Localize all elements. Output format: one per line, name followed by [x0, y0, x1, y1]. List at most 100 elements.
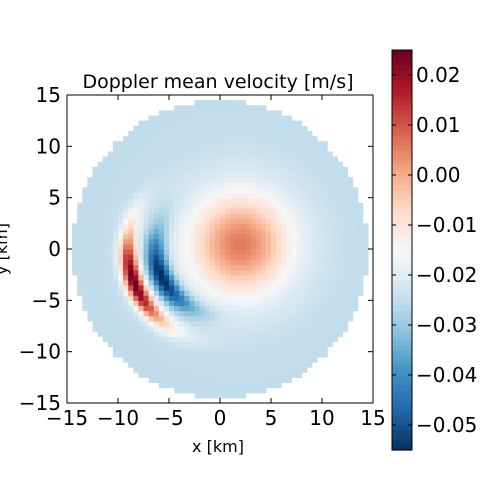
- heatmap-cell: [209, 228, 216, 235]
- heatmap-cell: [291, 156, 298, 163]
- colorbar-segment: [392, 435, 412, 441]
- heatmap-cell: [97, 207, 104, 214]
- heatmap-cell: [158, 141, 165, 147]
- heatmap-cell: [77, 207, 83, 214]
- heatmap-cell: [143, 279, 150, 286]
- heatmap-cell: [169, 223, 175, 230]
- heatmap-cell: [230, 326, 236, 332]
- heatmap-cell: [143, 356, 150, 363]
- heatmap-cell: [240, 156, 247, 163]
- heatmap-cell: [276, 269, 282, 276]
- colorbar-segment: [392, 440, 412, 446]
- heatmap-cell: [82, 305, 88, 312]
- heatmap-cell: [194, 146, 201, 153]
- heatmap-cell: [174, 187, 180, 194]
- heatmap-cell: [271, 141, 277, 147]
- heatmap-cell: [337, 259, 343, 265]
- heatmap-cell: [220, 254, 226, 260]
- heatmap-cell: [225, 115, 231, 122]
- heatmap-cell: [250, 387, 257, 394]
- heatmap-cell: [163, 295, 170, 301]
- heatmap-cell: [240, 243, 247, 250]
- heatmap-cell: [194, 336, 201, 342]
- heatmap-cell: [138, 218, 145, 224]
- heatmap-cell: [296, 187, 303, 194]
- heatmap-cell: [276, 223, 282, 230]
- heatmap-cell: [271, 300, 277, 307]
- heatmap-cell: [220, 341, 226, 348]
- heatmap-cell: [123, 156, 129, 163]
- heatmap-cell: [214, 238, 221, 245]
- heatmap-cell: [291, 197, 298, 204]
- heatmap-cell: [204, 182, 211, 188]
- heatmap-cell: [332, 161, 338, 168]
- heatmap-cell: [184, 367, 190, 373]
- heatmap-cell: [240, 172, 247, 178]
- heatmap-cell: [148, 213, 155, 219]
- heatmap-cell: [209, 295, 216, 301]
- heatmap-cell: [265, 120, 272, 127]
- heatmap-cell: [199, 269, 206, 276]
- heatmap-cell: [245, 346, 252, 353]
- heatmap-cell: [184, 187, 190, 194]
- heatmap-cell: [347, 249, 354, 255]
- heatmap-cell: [158, 218, 165, 224]
- heatmap-cell: [102, 315, 109, 322]
- heatmap-cell: [225, 259, 231, 265]
- heatmap-cell: [174, 315, 180, 322]
- heatmap-cell: [163, 115, 170, 122]
- heatmap-cell: [255, 377, 262, 384]
- heatmap-cell: [230, 187, 236, 194]
- heatmap-cell: [286, 254, 292, 260]
- heatmap-cell: [311, 346, 318, 353]
- heatmap-cell: [255, 207, 262, 214]
- heatmap-cell: [276, 192, 282, 199]
- heatmap-cell: [133, 361, 139, 368]
- heatmap-cell: [235, 284, 241, 291]
- heatmap-cell: [255, 136, 262, 142]
- heatmap-cell: [240, 387, 247, 394]
- heatmap-cell: [133, 151, 139, 158]
- heatmap-cell: [225, 284, 231, 291]
- heatmap-cell: [148, 223, 155, 230]
- heatmap-cell: [352, 223, 359, 230]
- heatmap-cell: [245, 177, 252, 183]
- colorbar-segment: [392, 420, 412, 426]
- heatmap-cell: [158, 202, 165, 209]
- heatmap-cell: [133, 202, 139, 209]
- heatmap-cell: [311, 305, 318, 312]
- heatmap-cell: [153, 207, 160, 214]
- heatmap-cell: [245, 382, 252, 389]
- heatmap-cell: [311, 279, 318, 286]
- heatmap-cell: [133, 136, 139, 142]
- heatmap-cell: [97, 172, 104, 178]
- heatmap-cell: [265, 110, 272, 117]
- heatmap-cell: [153, 141, 160, 147]
- colorbar-segment: [392, 90, 412, 96]
- heatmap-cell: [311, 269, 318, 276]
- heatmap-cell: [220, 182, 226, 188]
- heatmap-cell: [220, 213, 226, 219]
- heatmap-cell: [301, 125, 308, 132]
- heatmap-cell: [286, 202, 292, 209]
- heatmap-cell: [214, 279, 221, 286]
- heatmap-cell: [296, 151, 303, 158]
- heatmap-cell: [240, 310, 247, 317]
- heatmap-cell: [209, 269, 216, 276]
- heatmap-cell: [265, 141, 272, 147]
- heatmap-cell: [102, 192, 109, 199]
- heatmap-cell: [87, 264, 94, 271]
- heatmap-cell: [327, 151, 333, 158]
- heatmap-cell: [245, 387, 252, 394]
- heatmap-cell: [332, 274, 338, 281]
- heatmap-cell: [174, 290, 180, 296]
- heatmap-cell: [169, 356, 175, 363]
- heatmap-cell: [133, 295, 139, 301]
- heatmap-cell: [102, 207, 109, 214]
- heatmap-cell: [174, 249, 180, 255]
- heatmap-cell: [291, 254, 298, 260]
- heatmap-cell: [169, 346, 175, 353]
- heatmap-cell: [245, 105, 252, 111]
- heatmap-cell: [199, 254, 206, 260]
- heatmap-cell: [102, 233, 109, 240]
